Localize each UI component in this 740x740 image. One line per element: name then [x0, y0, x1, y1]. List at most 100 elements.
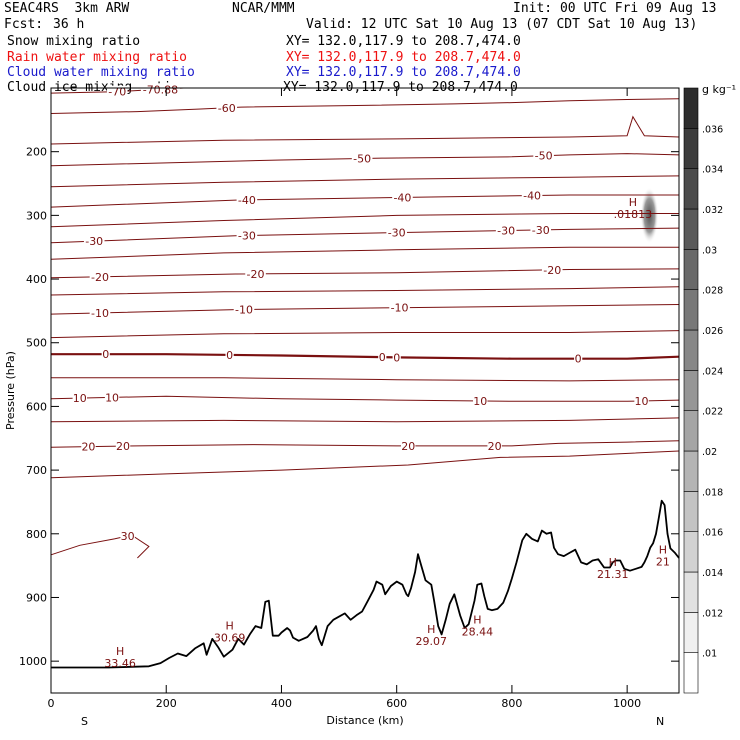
colorbar-label: .026 [702, 326, 723, 337]
contour-label-bg [120, 529, 135, 541]
colorbar-segment [683, 612, 699, 653]
colorbar-segment [683, 289, 699, 331]
colorbar-unit: g kg⁻¹ [702, 83, 736, 96]
isotherm-15 [50, 417, 680, 423]
north-label: N [656, 715, 664, 728]
x-tick-label: 400 [271, 697, 292, 710]
colorbar-label: .024 [702, 366, 723, 377]
contour-label-bg [89, 306, 111, 318]
extremum-value: 33.46 [104, 657, 136, 670]
colorbar-label: .036 [702, 124, 723, 135]
contour-label-bg [351, 152, 373, 164]
colorbar-segment [683, 531, 699, 573]
contour-label-bg [83, 235, 105, 247]
contour-label-bg [236, 193, 258, 205]
field-xy-rain: XY= 132.0,117.9 to 208.7,474.0 [286, 50, 521, 65]
field-xy-snow: XY= 132.0,117.9 to 208.7,474.0 [286, 34, 521, 49]
isotherm-m25 [50, 246, 679, 260]
contour-label-bg [140, 83, 181, 95]
plot-frame [50, 87, 680, 694]
colorbar-segment [683, 87, 699, 129]
contour-labels: -70 -70.88 -60 -50 -50 -40 -40 -40 -30 -30 -30 -30 -… [72, 83, 649, 543]
y-tick-label: 800 [26, 528, 47, 541]
contour-label: -20 [543, 264, 561, 277]
contour-label-bg [533, 149, 554, 161]
colorbar-segment [683, 249, 699, 290]
contour-label-bg [634, 394, 649, 406]
contour-label: -10 [391, 302, 409, 315]
colorbar-label: .018 [702, 487, 723, 498]
contour-label: 20 [488, 440, 502, 453]
contour-label: 0 [393, 351, 400, 364]
x-tick-label: 0 [48, 697, 55, 710]
y-tick-label: 900 [26, 591, 47, 604]
contour-label-bg [530, 223, 552, 235]
y-tick-label: 600 [26, 400, 47, 413]
isotherm-m50 [50, 153, 680, 167]
contour-label: 20 [81, 441, 95, 454]
contour-label-bg [233, 303, 255, 315]
x-axis-label: Distance (km) [326, 714, 403, 727]
isotherm-m55 [50, 115, 680, 145]
forecast-label: Fcst: [4, 17, 44, 32]
y-tick-label: 200 [26, 146, 47, 159]
colorbar-segment [683, 208, 699, 250]
contour-label: -30 [238, 230, 256, 243]
contour-label: 10 [105, 391, 119, 404]
colorbar-label: .014 [702, 568, 723, 579]
extremum-value: .01813 [614, 208, 653, 221]
isotherm-25 [50, 450, 680, 479]
contour-label-bg [101, 348, 110, 360]
contour-label: -50 [353, 152, 371, 165]
contour-label: -70 [108, 86, 126, 99]
colorbar-segment [683, 128, 699, 169]
colorbar-label: .016 [702, 528, 723, 539]
org-label: NCAR/MMM [232, 1, 295, 16]
contour-label-bg [389, 301, 410, 313]
contour-label: -30 [497, 225, 515, 238]
isotherm-m10 [50, 304, 680, 315]
field-name-cloud-water: Cloud water mixing ratio [7, 65, 195, 80]
contour-label: 0 [379, 351, 386, 364]
contour-label-bg [392, 191, 413, 203]
extremum-marker: H [609, 556, 617, 569]
field-name-rain: Rain water mixing ratio [7, 50, 188, 65]
contour-label-bg [392, 351, 401, 363]
valid-time: Valid: 12 UTC Sat 10 Aug 13 (07 CDT Sat … [306, 17, 698, 32]
terrain-profile [51, 499, 680, 669]
field-xy-cloud-water: XY= 132.0,117.9 to 208.7,474.0 [286, 65, 521, 80]
y-tick-label: 1000 [19, 655, 47, 668]
contour-label-bg [245, 267, 266, 279]
forecast-value: 36 h [53, 17, 85, 32]
contour-label: 0 [102, 348, 109, 361]
isotherm-m35 [50, 213, 679, 228]
contour-label: 0 [226, 349, 233, 362]
colorbar-segment [683, 168, 699, 210]
cloud-ice-shading [640, 187, 659, 244]
extremum-value: 30.69 [214, 632, 246, 645]
contour-label: -50 [535, 150, 553, 163]
extremum-value: 21.31 [597, 568, 629, 581]
contour-label-bg [225, 348, 234, 360]
colorbar-segment [683, 410, 699, 452]
contour-label-bg [386, 226, 407, 238]
y-tick-label: 300 [26, 209, 47, 222]
contour-label-bg [236, 229, 258, 241]
isotherm-0 [51, 353, 680, 360]
x-tick-label: 600 [386, 697, 407, 710]
extremum-marker: H [427, 623, 435, 636]
colorbar-segment [683, 652, 699, 694]
contour-label: 10 [73, 392, 87, 405]
contour-label-bg [106, 85, 128, 97]
isotherm-m60 [50, 98, 680, 114]
contour-label-bg [541, 263, 563, 275]
contour-label-bg [521, 189, 543, 201]
contour-label-bg [401, 439, 416, 451]
field-name-snow: Snow mixing ratio [7, 34, 141, 49]
init-time: Init: 00 UTC Fri 09 Aug 13 [513, 1, 717, 16]
contour-label: 0 [575, 353, 582, 366]
contour-label-bg [378, 351, 387, 363]
